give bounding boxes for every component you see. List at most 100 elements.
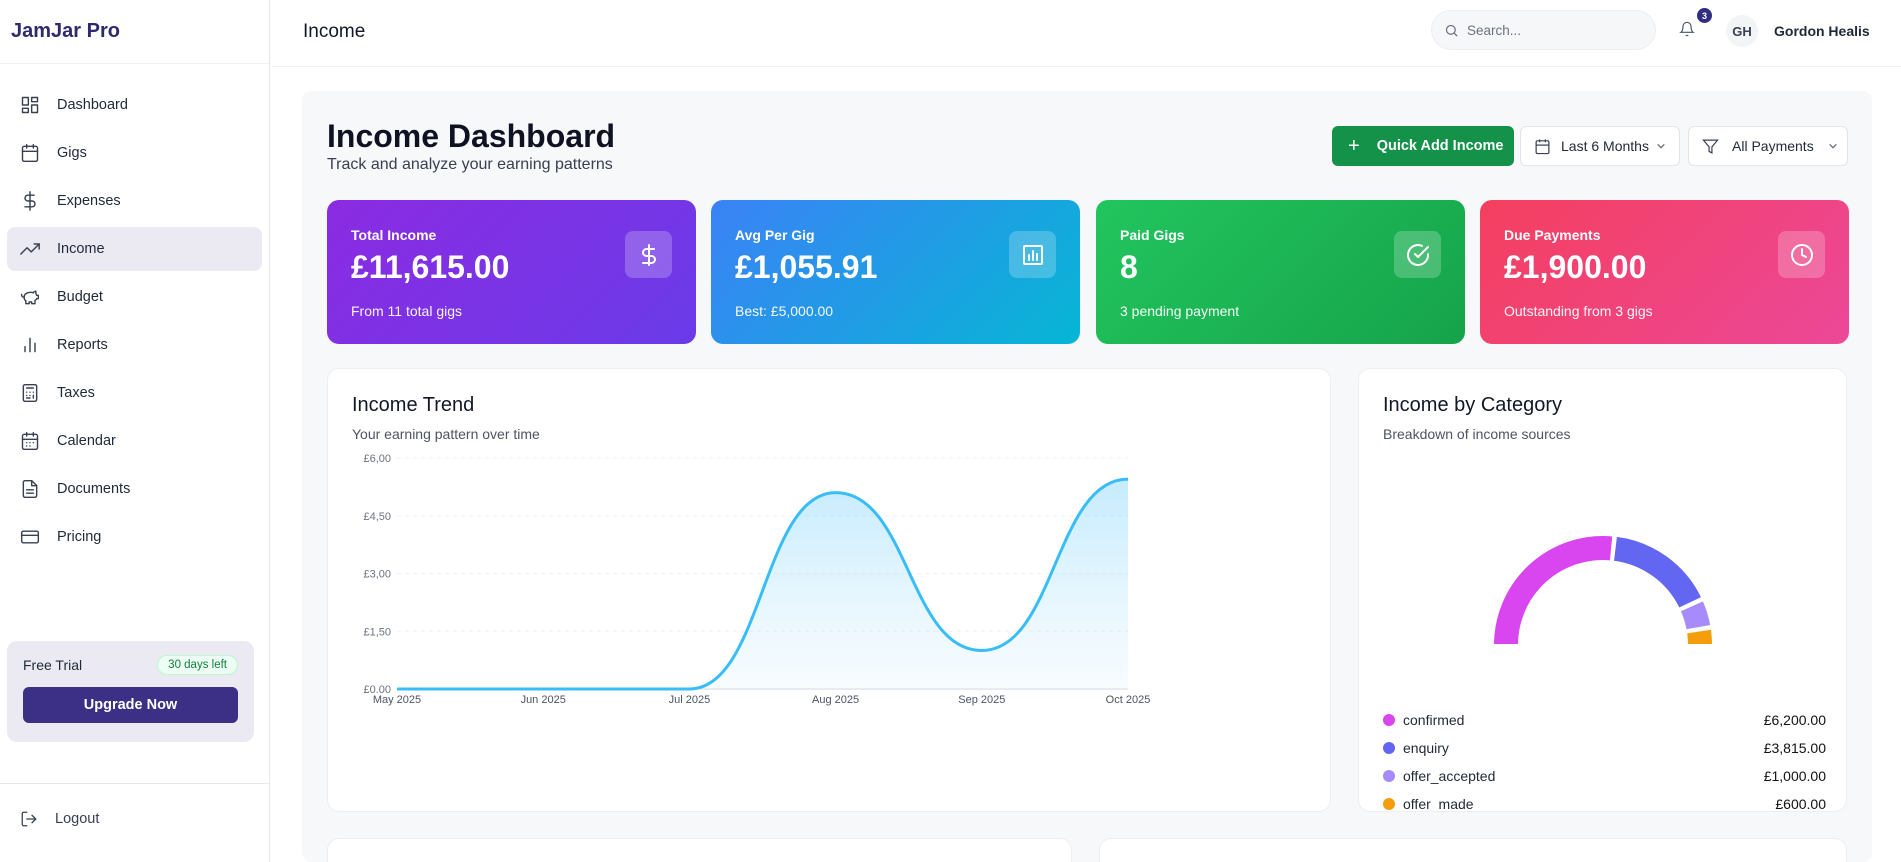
grid-icon [21,96,39,114]
income-trend-chart[interactable]: £0.00 £1,50 £3,00 £4,50 £6,00 May 2025 Jun 202… [328,369,1332,813]
logout-label: Logout [55,811,100,827]
stat-subtext: Outstanding from 3 gigs [1504,303,1653,319]
x-tick-label: Sep 2025 [958,694,1005,706]
income-trend-panel: Income Trend Your earning pattern over t… [327,368,1331,812]
sidebar-item-documents[interactable]: Documents [7,467,262,511]
search-box[interactable] [1431,10,1656,50]
y-tick-label: £1,50 [363,626,391,638]
app-logo[interactable]: JamJar Pro [0,0,269,64]
y-tick-label: £4,50 [363,511,391,523]
bar-chart-icon [24,337,36,353]
legend-label: offer_accepted [1403,768,1496,784]
quick-add-label: Quick Add Income [1376,138,1504,154]
sidebar-item-label: Expenses [57,193,121,209]
x-tick-label: Aug 2025 [812,694,859,706]
bottom-panel-right [1099,838,1847,862]
user-name[interactable]: Gordon Healis [1774,23,1870,39]
stat-card-paid-gigs: Paid Gigs 8 3 pending payment [1096,200,1465,344]
bell-icon [1679,21,1695,37]
panel-subtitle: Breakdown of income sources [1383,426,1571,442]
dollar-icon [625,231,672,278]
legend-swatch [1383,798,1395,810]
x-tick-label: Jun 2025 [521,694,566,706]
avatar[interactable]: GH [1726,15,1758,47]
sidebar-item-label: Documents [57,481,131,497]
legend-label: enquiry [1403,740,1449,756]
upgrade-now-button[interactable]: Upgrade Now [23,687,238,723]
legend-value: £6,200.00 [1763,712,1826,728]
stat-subtext: Best: £5,000.00 [735,303,834,319]
legend-item: offer_accepted £1,000.00 [1383,762,1826,790]
stat-value: £11,615.00 [351,249,510,285]
check-circle-icon [1394,231,1441,278]
quick-add-income-button[interactable]: + Quick Add Income [1332,126,1514,166]
sidebar-item-calendar[interactable]: Calendar [7,419,262,463]
period-select-value: Last 6 Months [1561,138,1649,154]
free-trial-card: Free Trial 30 days left Upgrade Now [7,641,254,742]
payments-filter-select[interactable]: All Payments [1688,126,1848,166]
sidebar-nav: Dashboard Gigs Expenses Income Budget Re… [0,64,269,559]
legend-label: confirmed [1403,712,1465,728]
stat-label: Paid Gigs [1120,227,1185,243]
sidebar-item-label: Taxes [57,385,95,401]
payments-filter-value: All Payments [1732,138,1814,154]
dollar-icon [24,191,36,211]
page-header-title: Income [303,21,366,42]
file-icon [22,479,38,499]
search-icon [1445,24,1458,37]
income-category-donut[interactable] [1359,369,1847,689]
sidebar-item-dashboard[interactable]: Dashboard [7,83,262,127]
period-select[interactable]: Last 6 Months [1520,126,1680,166]
logout-button[interactable]: Logout [20,810,99,828]
legend-item: enquiry £3,815.00 [1383,734,1826,762]
stat-subtext: From 11 total gigs [351,303,463,319]
sidebar-item-label: Income [57,241,105,257]
panel-subtitle: Your earning pattern over time [352,426,540,442]
notification-count-badge: 3 [1697,8,1712,23]
stat-card-due-payments: Due Payments £1,900.00 Outstanding from … [1480,200,1849,344]
notifications-button[interactable] [1679,21,1697,39]
chevron-down-icon [1828,143,1837,149]
stat-card-total-income: Total Income £11,615.00 From 11 total gi… [327,200,696,344]
legend-value: £600.00 [1775,796,1826,812]
credit-card-icon [20,530,40,544]
donut-slice-offer_accepted [1678,598,1713,632]
x-tick-label: May 2025 [373,694,421,706]
legend-value: £1,000.00 [1763,768,1826,784]
sidebar-item-budget[interactable]: Budget [7,275,262,319]
y-tick-label: £6,00 [363,453,391,465]
y-tick-label: £3,00 [363,569,391,581]
income-by-category-panel: Income by Category Breakdown of income s… [1358,368,1847,812]
legend-label: offer_made [1403,796,1474,812]
main-content: Income Dashboard Track and analyze your … [302,91,1872,862]
sidebar-item-label: Calendar [57,433,116,449]
sidebar: JamJar Pro Dashboard Gigs Expenses Incom… [0,0,270,862]
search-input[interactable] [1467,22,1637,38]
y-tick-label: £0.00 [363,684,391,696]
sidebar-item-label: Pricing [57,529,102,545]
stat-subtext: 3 pending payment [1120,303,1240,319]
trial-days-badge: 30 days left [157,655,238,675]
category-legend: confirmed £6,200.00 enquiry £3,815.00 of… [1383,706,1826,812]
chevron-down-icon [1657,143,1665,149]
panel-title: Income by Category [1383,394,1562,416]
stat-label: Total Income [351,227,437,243]
plus-icon: + [1348,135,1360,157]
stat-card-avg-per-gig: Avg Per Gig £1,055.91 Best: £5,000.00 [711,200,1080,344]
sidebar-item-gigs[interactable]: Gigs [7,131,262,175]
stat-label: Avg Per Gig [735,227,815,243]
sidebar-item-label: Dashboard [57,97,128,113]
sidebar-item-taxes[interactable]: Taxes [7,371,262,415]
legend-item: confirmed £6,200.00 [1383,706,1826,734]
x-tick-label: Oct 2025 [1106,694,1151,706]
sidebar-item-income[interactable]: Income [7,227,262,271]
calculator-icon [22,383,38,403]
trend-area [397,479,1128,689]
sidebar-item-pricing[interactable]: Pricing [7,515,262,559]
sidebar-item-reports[interactable]: Reports [7,323,262,367]
top-bar: Income 3 GH Gordon Healis [271,0,1901,67]
sidebar-item-expenses[interactable]: Expenses [7,179,262,223]
trend-line [396,477,1129,691]
donut-slice-confirmed [1491,534,1615,646]
legend-swatch [1383,742,1395,754]
